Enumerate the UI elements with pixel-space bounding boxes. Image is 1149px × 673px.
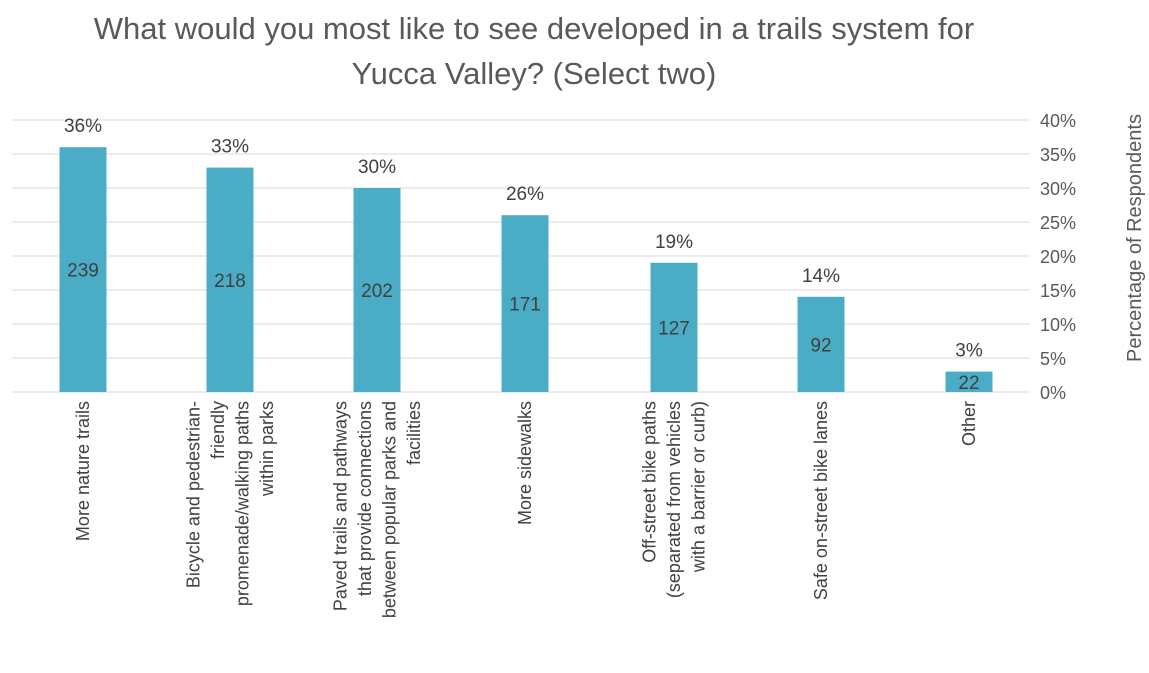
- count-label: 218: [214, 271, 246, 292]
- value-label: 3%: [955, 341, 983, 362]
- x-tick-label: Paved trails and pathways that provide co…: [330, 401, 424, 618]
- y-tick-label: 25%: [1040, 213, 1076, 233]
- y-tick-label: 0%: [1040, 383, 1066, 403]
- value-label: 14%: [802, 266, 840, 287]
- bar: [501, 215, 549, 392]
- count-label: 239: [67, 261, 99, 282]
- count-label: 127: [658, 318, 690, 339]
- count-label: 92: [810, 335, 831, 356]
- value-label: 19%: [655, 232, 693, 253]
- bar: [650, 262, 698, 392]
- x-axis: More nature trails Bicycle and pedestrian…: [73, 401, 979, 618]
- y-axis-label: Percentage of Respondents: [1124, 114, 1146, 362]
- count-label: 22: [958, 373, 979, 394]
- y-tick-label: 15%: [1040, 281, 1076, 301]
- bar: [59, 147, 107, 392]
- x-tick-label: Bicycle and pedestrian-friendly promenade…: [183, 401, 277, 606]
- y-tick-label: 20%: [1040, 247, 1076, 267]
- y-tick-label: 35%: [1040, 145, 1076, 165]
- chart-title: What would you most like to see develope…: [94, 11, 974, 91]
- x-tick-label: More nature trails: [73, 401, 93, 541]
- y-tick-label: 30%: [1040, 179, 1076, 199]
- y-tick-label: 5%: [1040, 349, 1066, 369]
- x-tick-label: More sidewalks: [515, 401, 535, 525]
- title-line-2: Yucca Valley? (Select two): [352, 56, 717, 91]
- value-label: 26%: [506, 184, 544, 205]
- x-tick-label: Safe on-street bike lanes: [811, 401, 831, 600]
- bar: [797, 296, 845, 392]
- y-axis: 0% 5% 10% 15% 20% 25% 30% 35% 40%: [1040, 111, 1076, 403]
- value-label: 30%: [358, 157, 396, 178]
- y-tick-label: 40%: [1040, 111, 1076, 131]
- value-label: 36%: [64, 116, 102, 137]
- bars: 36% 239 33% 218 30% 202 26% 171 19% 127 14% 92 3% 22: [59, 116, 993, 394]
- x-tick-label: Off-street bike paths (separated from veh…: [640, 401, 709, 598]
- value-label: 33%: [211, 137, 249, 158]
- bar: [353, 188, 401, 392]
- bar: [206, 167, 254, 392]
- count-label: 202: [361, 281, 393, 302]
- count-label: 171: [509, 295, 541, 316]
- bar: [945, 371, 993, 392]
- x-tick-label: Other: [959, 401, 979, 446]
- y-tick-label: 10%: [1040, 315, 1076, 335]
- title-line-1: What would you most like to see develope…: [94, 11, 974, 46]
